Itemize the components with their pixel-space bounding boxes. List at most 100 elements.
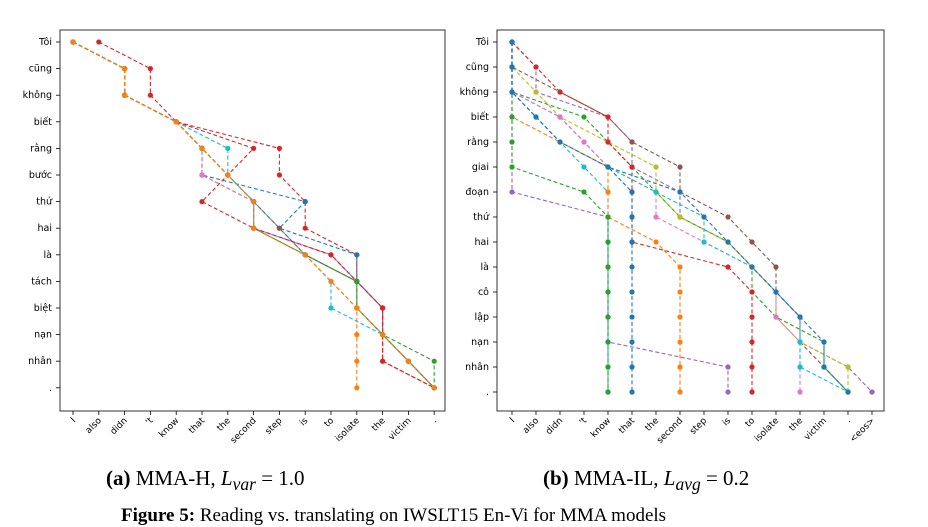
y-tick-label-b: không	[460, 87, 489, 98]
subfigure-b-model: MMA-IL	[573, 466, 654, 490]
y-tick-label-a: bước	[29, 170, 52, 181]
series-point-b-10	[797, 389, 803, 395]
series-point-a-6	[276, 225, 282, 231]
series-line-a-10	[72, 41, 435, 389]
series-point-b-8	[725, 389, 731, 395]
x-tick-label-b: know	[589, 416, 613, 440]
series-point-a-10	[405, 358, 411, 364]
series-point-a-2	[354, 332, 360, 338]
series-point-b-10	[557, 114, 563, 120]
series-point-b-9	[605, 389, 611, 395]
series-point-a-10	[354, 305, 360, 311]
y-tick-label-b: .	[486, 387, 489, 398]
series-point-b-7	[677, 389, 683, 395]
series-point-b-4	[605, 114, 611, 120]
series-point-b-10	[653, 214, 659, 220]
series-point-b-12	[509, 89, 515, 95]
y-tick-label-b: nạn	[471, 337, 489, 348]
y-tick-label-a: Tôi	[38, 37, 52, 48]
panel-a-alignment-plot: Tôi cũng không biết rằng bước thứ hai là tách biệt…	[23, 29, 446, 446]
series-point-b-2	[581, 114, 587, 120]
series-point-b-4	[557, 89, 563, 95]
x-tick-label-b: victim	[803, 416, 830, 443]
subfigure-b-label: (b)	[543, 466, 569, 490]
series-point-b-5	[629, 189, 635, 195]
series-point-b-3	[677, 214, 683, 220]
series-point-a-8	[199, 199, 205, 205]
y-tick-label-b: lập	[475, 312, 490, 323]
x-tick-label-b: second	[655, 416, 685, 446]
series-point-b-8	[725, 364, 731, 370]
series-point-b-9	[509, 139, 515, 145]
y-tick-label-a: nạn	[34, 330, 52, 341]
series-point-b-4	[629, 164, 635, 170]
series-point-b-9	[605, 289, 611, 295]
x-tick-label-a: the	[370, 416, 388, 434]
x-tick-label-b: also	[521, 416, 541, 436]
series-point-a-8	[328, 252, 334, 258]
series-point-b-7	[605, 189, 611, 195]
series-point-b-4	[749, 364, 755, 370]
series-point-b-10	[581, 139, 587, 145]
series-point-b-5	[629, 239, 635, 245]
series-point-b-12	[845, 389, 851, 395]
x-tick-label-a: victim	[387, 416, 414, 443]
y-tick-label-a: .	[49, 383, 52, 394]
x-tick-label-a: isolate	[334, 416, 362, 444]
series-point-b-8	[509, 189, 515, 195]
y-tick-label-b: cũng	[466, 62, 489, 73]
y-tick-label-b: Tôi	[475, 37, 489, 48]
figure-caption: Figure 5: Reading vs. translating on IWS…	[121, 505, 666, 527]
series-point-a-9	[354, 278, 360, 284]
x-tick-label-b: is	[721, 416, 733, 428]
x-tick-label-b: the	[644, 416, 662, 434]
series-point-a-3	[354, 252, 360, 258]
y-tick-label-b: hai	[475, 237, 489, 248]
series-point-a-8	[380, 305, 386, 311]
series-point-b-1	[725, 214, 731, 220]
series-point-b-3	[533, 89, 539, 95]
y-tick-label-a: hai	[38, 223, 52, 234]
y-tick-label-a: không	[23, 90, 52, 101]
series-point-b-7	[677, 289, 683, 295]
series-point-a-10	[173, 119, 179, 125]
series-point-b-7	[653, 239, 659, 245]
series-point-b-7	[677, 314, 683, 320]
series-line-b-10	[511, 42, 801, 392]
series-point-b-9	[605, 239, 611, 245]
x-tick-label-a: second	[229, 416, 259, 446]
x-tick-label-b: isolate	[753, 416, 781, 444]
series-point-a-8	[251, 145, 257, 151]
plot-frame-a	[59, 29, 446, 412]
series-point-a-10	[302, 252, 308, 258]
series-point-a-0	[147, 66, 153, 72]
series-point-a-10	[251, 199, 257, 205]
series-point-b-12	[677, 189, 683, 195]
figure-caption-prefix: Figure 5:	[121, 505, 196, 526]
series-point-b-10	[773, 314, 779, 320]
series-point-a-0	[276, 145, 282, 151]
y-tick-label-a: là	[44, 250, 52, 261]
series-line-b-0	[511, 41, 873, 393]
x-tick-label-a: 't	[144, 416, 156, 428]
x-tick-label-a: I	[69, 416, 78, 425]
series-point-b-5	[629, 264, 635, 270]
x-tick-label-a: .	[430, 416, 439, 425]
series-point-a-10	[70, 39, 76, 45]
figure-caption-text: Reading vs. translating on IWSLT15 En-Vi…	[199, 505, 667, 526]
x-tick-label-a: that	[187, 416, 207, 436]
series-point-b-4	[749, 389, 755, 395]
series-point-b-5	[629, 214, 635, 220]
subfigure-a-label: (a)	[106, 466, 131, 490]
series-point-b-1	[773, 264, 779, 270]
subfigure-a-loss-symbol: L	[220, 466, 233, 490]
series-point-a-0	[96, 39, 102, 45]
y-tick-label-b: đoạn	[465, 187, 489, 198]
series-point-b-9	[581, 189, 587, 195]
series-point-a-10	[380, 332, 386, 338]
series-point-b-12	[821, 339, 827, 345]
series-point-b-5	[629, 339, 635, 345]
series-point-b-12	[605, 164, 611, 170]
y-tick-label-b: biết	[471, 112, 490, 123]
